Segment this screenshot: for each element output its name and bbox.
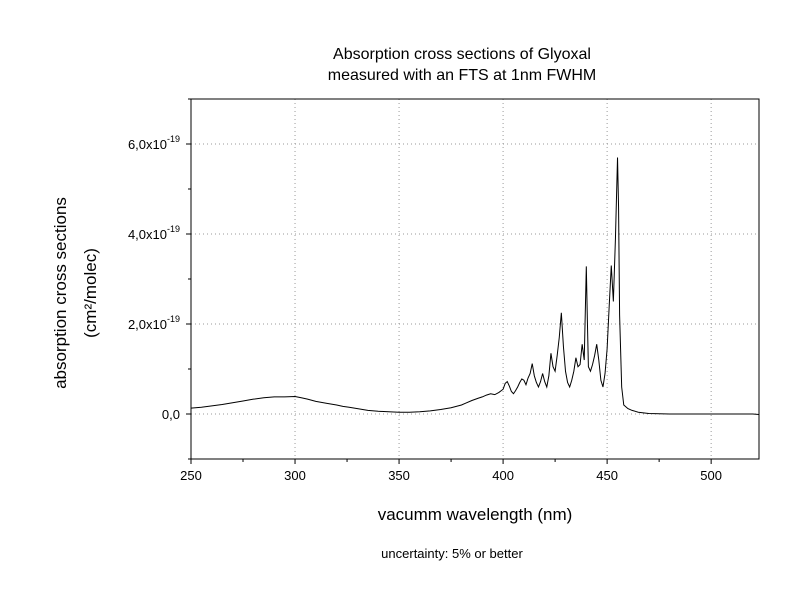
x-tick-label: 500	[700, 468, 722, 483]
tick-labels: 250 300 350 400 450 500 0,0 2,0x10-19 4,0x10-19 6…	[128, 134, 722, 483]
title-block: Absorption cross sections of Glyoxal mea…	[328, 46, 597, 84]
x-tick-label: 300	[284, 468, 306, 483]
grid-lines	[191, 99, 759, 459]
y-axis-unit-group: (cm²/molec)	[81, 248, 100, 338]
x-tick-label: 400	[492, 468, 514, 483]
plot-frame	[190, 98, 760, 460]
axis-ticks	[186, 98, 712, 464]
x-axis-label: vacumm wavelength (nm)	[378, 505, 573, 524]
x-tick-label: 450	[596, 468, 618, 483]
chart-title: Absorption cross sections of Glyoxal	[333, 46, 591, 63]
y-tick-label: 0,0	[162, 407, 180, 422]
y-tick-label: 2,0x10-19	[128, 314, 180, 332]
y-axis-label: absorption cross sections	[51, 197, 70, 389]
uncertainty-note: uncertainty: 5% or better	[381, 546, 523, 561]
y-tick-label: 4,0x10-19	[128, 224, 180, 242]
x-tick-label: 350	[388, 468, 410, 483]
y-axis-label-group: absorption cross sections	[51, 197, 70, 389]
x-tick-label: 250	[180, 468, 202, 483]
y-axis-unit: (cm²/molec)	[81, 248, 100, 338]
chart-subtitle: measured with an FTS at 1nm FWHM	[328, 67, 597, 84]
series-line	[190, 157, 760, 415]
y-tick-label: 6,0x10-19	[128, 134, 180, 152]
